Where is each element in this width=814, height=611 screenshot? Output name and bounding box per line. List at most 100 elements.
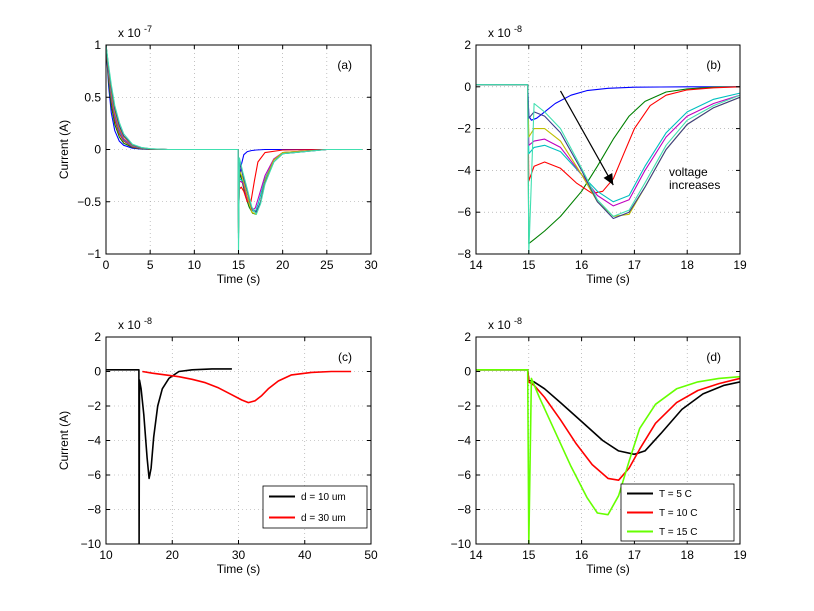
plot-frame xyxy=(475,44,741,255)
exponent-power: -7 xyxy=(144,24,152,34)
x-tick-label: 0 xyxy=(103,258,110,272)
y-tick-label: 0.5 xyxy=(84,90,101,104)
x-tick-label: 17 xyxy=(628,548,642,562)
series-line-7 xyxy=(106,45,363,239)
y-tick-label: −4 xyxy=(457,163,471,177)
legend-label: d = 10 um xyxy=(301,492,346,503)
x-tick-label: 16 xyxy=(575,258,589,272)
y-axis-label: Current (A) xyxy=(57,120,71,179)
legend-box xyxy=(262,485,368,529)
y-tick-label: 2 xyxy=(94,330,101,344)
panel-label: (a) xyxy=(337,58,352,72)
x-axis-label: Time (s) xyxy=(217,562,261,576)
y-tick-label: 0 xyxy=(94,365,101,379)
x-axis-label: Time (s) xyxy=(586,562,630,576)
legend: T = 5 C T = 10 C T = 15 C xyxy=(620,483,735,542)
exponent-label: x 10 -8 xyxy=(488,316,522,332)
series-line-6 xyxy=(476,84,740,217)
series-line-7 xyxy=(476,84,740,220)
y-tick-label: 2 xyxy=(464,38,471,52)
series-line-6 xyxy=(106,45,363,234)
series-line-4 xyxy=(476,84,740,203)
x-tick-label: 40 xyxy=(298,548,312,562)
series-line-8 xyxy=(106,45,363,254)
y-tick-label: −4 xyxy=(457,434,471,448)
panel-label: (c) xyxy=(338,350,352,364)
series-line-3 xyxy=(476,84,740,194)
y-tick-label: 0 xyxy=(94,143,101,157)
x-tick-label: 14 xyxy=(469,548,483,562)
series-line-1 xyxy=(106,45,363,192)
y-tick-label: −2 xyxy=(87,399,101,413)
chart-panel-2: 14 15 16 17 18 19 −8 −6 −4 −2 0 2 x 10 -8 (b) Time (s)… xyxy=(457,24,747,286)
series-line-1 xyxy=(106,368,232,544)
y-tick-label: 2 xyxy=(464,330,471,344)
exponent-label: x 10 -8 xyxy=(118,316,152,332)
x-axis-label: Time (s) xyxy=(217,272,261,286)
exponent-power: -8 xyxy=(514,24,522,34)
series-line-5 xyxy=(106,45,363,229)
legend: d = 10 um d = 30 um xyxy=(262,485,368,529)
x-tick-label: 30 xyxy=(364,258,378,272)
exponent-label: x 10 -7 xyxy=(118,24,152,40)
y-tick-label: 1 xyxy=(94,38,101,52)
y-tick-label: 0 xyxy=(464,365,471,379)
y-tick-label: −2 xyxy=(457,122,471,136)
legend-label: T = 15 C xyxy=(659,527,697,538)
series-line-3 xyxy=(106,45,363,213)
legend-label: T = 5 C xyxy=(659,489,692,500)
series-line-2 xyxy=(142,370,352,404)
series-line-8 xyxy=(476,84,740,254)
series-line-1 xyxy=(476,84,740,121)
chart-panel-1: 0 5 10 15 20 25 30 −1 −0.5 0 0.5 1 x 10 -7 (a) Time (s… xyxy=(57,24,378,286)
x-tick-label: 15 xyxy=(232,258,246,272)
legend-label: T = 10 C xyxy=(659,508,697,519)
x-tick-label: 18 xyxy=(681,548,695,562)
chart-panel-3: 10 20 30 40 50 −10 −8 −6 −4 −2 0 2 x 10 -8 (c) Time (s… xyxy=(57,316,378,576)
y-tick-label: −6 xyxy=(457,205,471,219)
y-axis-label: Current (A) xyxy=(57,411,71,470)
series-line-2 xyxy=(106,45,363,234)
y-tick-label: −2 xyxy=(457,399,471,413)
x-tick-label: 15 xyxy=(522,258,536,272)
annotation-text: increases xyxy=(669,178,720,192)
series-line-5 xyxy=(476,84,740,207)
chart-panel-4: 14 15 16 17 18 19 −10 −8 −6 −4 −2 0 2 x 10 -8 (d) Time … xyxy=(451,316,747,576)
panel-label: (b) xyxy=(706,58,721,72)
series-line-2 xyxy=(476,368,740,482)
x-tick-label: 50 xyxy=(364,548,378,562)
y-tick-label: −6 xyxy=(87,468,101,482)
x-tick-label: 19 xyxy=(733,258,747,272)
exponent-power: -8 xyxy=(514,316,522,326)
panel-label: (d) xyxy=(706,350,721,364)
x-tick-label: 10 xyxy=(99,548,113,562)
x-tick-label: 25 xyxy=(320,258,334,272)
x-tick-label: 30 xyxy=(232,548,246,562)
y-tick-label: −10 xyxy=(451,537,472,551)
y-tick-label: −6 xyxy=(457,468,471,482)
x-tick-label: 5 xyxy=(147,258,154,272)
x-tick-label: 20 xyxy=(166,548,180,562)
series-line-1 xyxy=(476,368,740,456)
exponent-power: -8 xyxy=(144,316,152,326)
y-tick-label: −10 xyxy=(81,537,102,551)
x-tick-label: 18 xyxy=(681,258,695,272)
x-tick-label: 16 xyxy=(575,548,589,562)
y-tick-label: −0.5 xyxy=(77,195,101,209)
y-tick-label: −8 xyxy=(457,503,471,517)
y-tick-label: −8 xyxy=(87,503,101,517)
y-tick-label: −1 xyxy=(87,247,101,261)
legend-label: d = 30 um xyxy=(301,513,346,524)
y-tick-label: −4 xyxy=(87,434,101,448)
annotation-arrow xyxy=(559,90,614,186)
y-tick-label: −8 xyxy=(457,247,471,261)
x-tick-label: 20 xyxy=(276,258,290,272)
series-line-2 xyxy=(476,84,740,245)
exponent-label: x 10 -8 xyxy=(488,24,522,40)
series-line-3 xyxy=(476,368,740,544)
arrow-head xyxy=(603,172,614,186)
x-axis-label: Time (s) xyxy=(586,272,630,286)
x-tick-label: 19 xyxy=(733,548,747,562)
y-tick-label: 0 xyxy=(464,80,471,94)
